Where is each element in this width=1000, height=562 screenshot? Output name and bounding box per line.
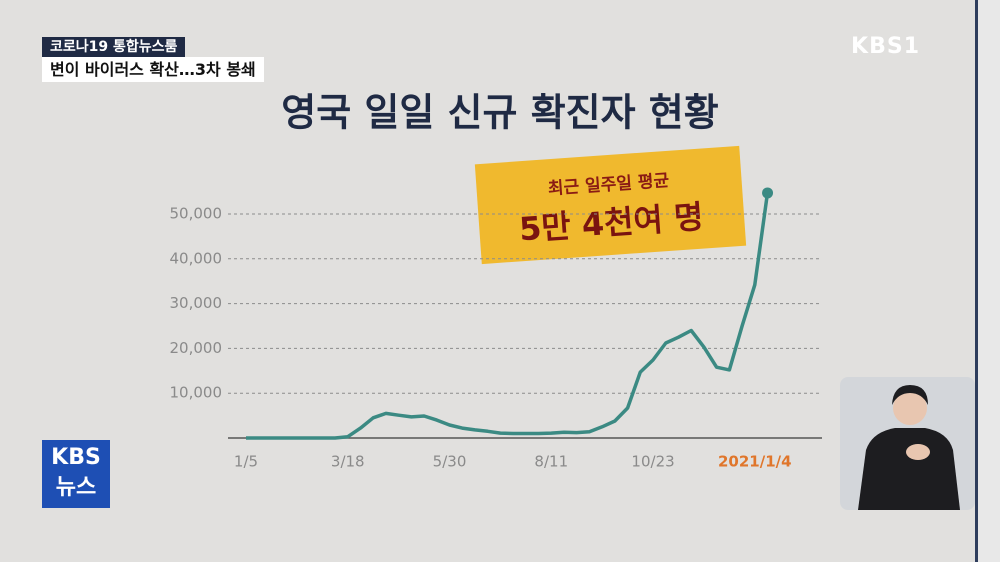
interpreter-body (858, 428, 960, 510)
news-logo-top: KBS (51, 445, 101, 470)
y-tick-label: 20,000 (170, 339, 223, 357)
x-tick-label: 10/23 (631, 453, 674, 471)
end-marker (762, 187, 774, 199)
x-tick-label: 8/11 (534, 453, 568, 471)
interpreter-hand (906, 444, 930, 460)
y-tick-label: 30,000 (170, 294, 223, 312)
x-tick-label: 5/30 (433, 453, 467, 471)
news-logo-bottom: 뉴스 (55, 475, 97, 500)
y-tick-label: 50,000 (170, 205, 223, 223)
y-tick-label: 10,000 (170, 384, 223, 402)
annotation-box (474, 145, 747, 265)
annotation: 최근 일주일 평균 5만 4천여 명 (474, 145, 747, 265)
x-tick-label: 1/5 (234, 453, 258, 471)
news-logo: KBS 뉴스 (42, 440, 110, 508)
edge-strip (975, 0, 1000, 562)
program-badge: 코로나19 통합뉴스룸 (42, 37, 186, 57)
x-tick-label: 3/18 (331, 453, 365, 471)
channel-logo: KBS1 (851, 34, 920, 59)
chart-title: 영국 일일 신규 확진자 현황 (281, 91, 719, 135)
line (246, 192, 770, 440)
interpreter-head (893, 391, 927, 425)
x-tick-label: 2021/1/4 (718, 453, 792, 471)
interpreter (840, 377, 975, 510)
interpreter-hair (892, 385, 928, 405)
headline-badge: 변이 바이러스 확산…3차 봉쇄 (42, 57, 264, 82)
y-tick-label: 40,000 (170, 249, 223, 267)
